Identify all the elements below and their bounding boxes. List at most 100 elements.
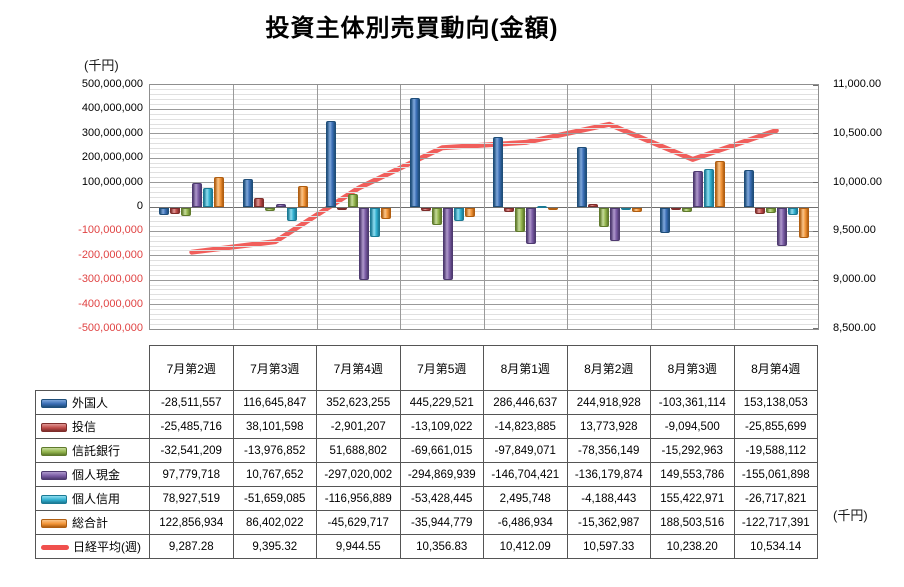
chart-bar-総合計 — [631, 208, 642, 212]
table-cell: -294,869,939 — [399, 462, 484, 487]
right-axis-tick-label: 8,500.00 — [833, 322, 876, 334]
table-cell: 10,356.83 — [399, 534, 484, 559]
table-row-個人信用: 個人信用 78,927,519 -51,659,085 -116,956,889 -53… — [35, 486, 818, 511]
chart-bar-投信 — [754, 208, 765, 215]
category-header-cell: 7月第5週 — [399, 345, 484, 391]
table-cell: 9,287.28 — [149, 534, 234, 559]
category-header-cell: 8月第4週 — [733, 345, 818, 391]
table-cell: 10,767,652 — [232, 462, 317, 487]
chart-bar-個人現金 — [526, 208, 537, 244]
legend-cell: 信託銀行 — [35, 438, 150, 463]
chart-bar-外国人 — [660, 208, 671, 234]
table-cell: 10,597.33 — [566, 534, 651, 559]
table-cell: -28,511,557 — [149, 390, 234, 415]
legend-line-swatch — [41, 545, 69, 551]
legend-label: 個人信用 — [72, 492, 121, 506]
table-cell: -97,849,071 — [483, 438, 568, 463]
chart-bar-投信 — [337, 208, 348, 210]
chart-bar-信託銀行 — [181, 208, 192, 216]
chart-bar-個人信用 — [537, 206, 548, 208]
table-cell: -136,179,874 — [566, 462, 651, 487]
table-cell: 13,773,928 — [566, 414, 651, 439]
table-cell: -51,659,085 — [232, 486, 317, 511]
chart-bar-投信 — [504, 208, 515, 212]
chart-bar-投信 — [420, 208, 431, 212]
legend-bar-swatch — [41, 471, 67, 481]
chart-bar-個人信用 — [787, 208, 798, 215]
left-axis-tick-label: -500,000,000 — [78, 322, 143, 334]
chart-bar-総合計 — [214, 177, 225, 207]
table-cell: 38,101,598 — [232, 414, 317, 439]
legend-cell: 日経平均(週) — [35, 534, 150, 559]
table-cell: -6,486,934 — [483, 510, 568, 535]
right-axis-tick-labels: 11,000.00 10,500.00 10,000.00 9,500.00 9,000… — [827, 78, 904, 334]
chart-data-table: 7月第2週 7月第3週 7月第4週 7月第5週 8月第1週 8月第2週 8月第3週 8月第4週… — [35, 345, 818, 559]
legend-label: 個人現金 — [72, 468, 121, 482]
category-gridline — [400, 85, 401, 329]
chart-bar-個人現金 — [275, 204, 286, 207]
category-gridline — [316, 85, 318, 329]
right-axis-tick — [813, 84, 818, 86]
table-cell: -25,485,716 — [149, 414, 234, 439]
legend-label: 外国人 — [72, 396, 109, 410]
legend-cell: 個人信用 — [35, 486, 150, 511]
category-header-cell: 7月第4週 — [316, 345, 401, 391]
table-cell: 286,446,637 — [483, 390, 568, 415]
chart-bar-総合計 — [715, 161, 726, 207]
left-axis-tick-label: 0 — [136, 200, 143, 212]
chart-bar-信託銀行 — [598, 208, 609, 228]
left-axis-tick-label: 300,000,000 — [81, 126, 143, 139]
right-axis-tick-label: 9,500.00 — [833, 224, 876, 237]
category-gridline — [734, 85, 735, 329]
category-header-cell: 7月第3週 — [232, 345, 317, 391]
table-row-総合計: 総合計 122,856,934 86,402,022 -45,629,717 -35,9… — [35, 510, 818, 535]
chart-bar-外国人 — [159, 208, 170, 215]
left-axis-tick-label: -400,000,000 — [78, 297, 143, 310]
table-cell: 244,918,928 — [566, 390, 651, 415]
chart-bar-投信 — [253, 197, 264, 207]
chart-bar-信託銀行 — [264, 208, 275, 212]
right-axis-unit-label: (千円) — [833, 508, 868, 523]
table-cell: 9,944.55 — [316, 534, 401, 559]
table-cell: -297,020,002 — [316, 462, 401, 487]
category-header-cell: 8月第2週 — [566, 345, 651, 391]
table-cell: 149,553,786 — [650, 462, 735, 487]
table-cell: 155,422,971 — [650, 486, 735, 511]
table-cell: 116,645,847 — [232, 390, 317, 415]
right-axis-tick — [813, 327, 818, 329]
chart-bar-信託銀行 — [431, 208, 442, 225]
legend-cell: 総合計 — [35, 510, 150, 535]
table-cell: -13,976,852 — [232, 438, 317, 463]
table-cell: -15,362,987 — [566, 510, 651, 535]
table-cell: -116,956,889 — [316, 486, 401, 511]
chart-bar-外国人 — [576, 147, 587, 207]
legend-cell: 外国人 — [35, 390, 150, 415]
chart-bar-信託銀行 — [765, 208, 776, 213]
category-gridline — [567, 85, 568, 329]
legend-bar-swatch — [41, 447, 67, 457]
right-axis-tick-label: 11,000.00 — [833, 78, 882, 90]
chart-bar-個人信用 — [453, 208, 464, 222]
chart-bar-個人現金 — [442, 208, 453, 280]
table-row-投信: 投信 -25,485,716 38,101,598 -2,901,207 -13,109… — [35, 414, 818, 439]
table-cell: 153,138,053 — [733, 390, 818, 415]
chart-bar-個人現金 — [192, 183, 203, 207]
table-corner-cell — [36, 346, 150, 391]
chart-bar-個人現金 — [776, 208, 787, 246]
chart-bar-外国人 — [326, 120, 337, 207]
legend-label: 信託銀行 — [72, 444, 121, 458]
table-cell: 352,623,255 — [316, 390, 401, 415]
left-axis-tick-label: -100,000,000 — [78, 224, 143, 237]
legend-cell: 投信 — [35, 414, 150, 439]
table-cell: -53,428,445 — [399, 486, 484, 511]
chart-bar-個人信用 — [203, 187, 214, 207]
category-header-row: 7月第2週 7月第3週 7月第4週 7月第5週 8月第1週 8月第2週 8月第3週 8月第4週 — [36, 345, 818, 391]
left-axis-tick-labels: 500,000,000 400,000,000 300,000,000 200,000… — [0, 78, 143, 334]
table-cell: -155,061,898 — [733, 462, 818, 487]
right-axis-tick-label: 9,000.00 — [833, 273, 876, 286]
table-row-日経平均(週): 日経平均(週) 9,287.28 9,395.32 9,944.55 10,356.83… — [35, 534, 818, 559]
left-axis-tick-label: 200,000,000 — [81, 151, 143, 164]
chart-bar-個人信用 — [620, 208, 631, 210]
right-axis-tick-label: 10,000.00 — [833, 175, 882, 188]
legend-label: 総合計 — [72, 516, 109, 530]
